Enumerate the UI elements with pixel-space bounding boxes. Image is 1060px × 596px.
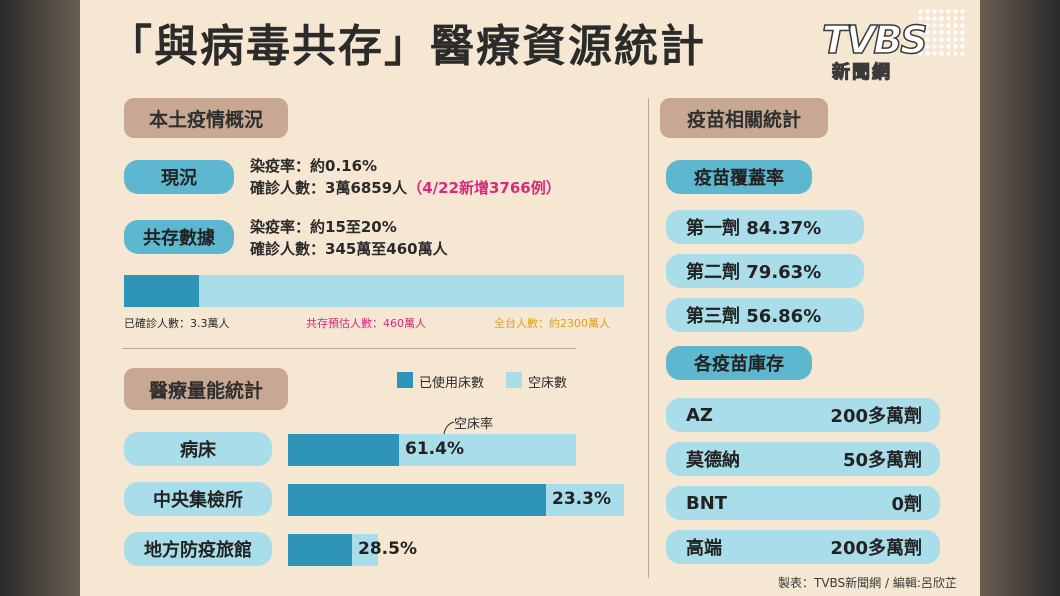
right-backdrop <box>980 0 1060 596</box>
legend-empty-swatch <box>506 372 522 388</box>
medical-row-label: 病床 <box>124 432 272 466</box>
stock-name: AZ <box>686 404 713 426</box>
medical-bar-value: 28.5% <box>358 539 417 559</box>
column-divider <box>648 98 649 578</box>
total-population-label: 全台人數：約2300萬人 <box>494 317 610 330</box>
medical-bar-value: 23.3% <box>552 489 611 509</box>
logo-sub-text: 新聞網 <box>832 62 892 84</box>
legend-used-label: 已使用床數 <box>419 376 485 391</box>
medical-row-label: 中央集檢所 <box>124 482 272 516</box>
coexist-rate: 染疫率：約15至20% <box>250 218 397 236</box>
stock-amount: 50多萬劑 <box>842 450 922 471</box>
coverage-item: 第二劑 79.63% <box>666 254 864 288</box>
stock-name: 高端 <box>686 538 722 559</box>
stock-name: 莫德納 <box>686 450 740 471</box>
medical-bar-empty <box>288 484 624 516</box>
medical-row-label: 地方防疫旅館 <box>124 532 272 566</box>
coverage-heading: 疫苗覆蓋率 <box>666 160 812 194</box>
local-heading: 本土疫情概況 <box>124 98 288 138</box>
vaccine-heading: 疫苗相關統計 <box>660 98 828 138</box>
stock-item: 高端 200多萬劑 <box>666 530 940 564</box>
medical-bar-used <box>288 484 546 516</box>
medical-bar-value: 61.4% <box>405 439 464 459</box>
logo-main-text: TVBS <box>821 17 928 63</box>
medical-bar-empty <box>288 434 576 466</box>
confirmed-count-label: 已確診人數：3.3萬人 <box>124 317 230 330</box>
medical-bar-used <box>288 434 400 466</box>
medical-bar-empty <box>288 534 378 566</box>
tvbs-logo: TVBS 新聞網 <box>821 8 972 84</box>
current-cases-line: 確診人數：3萬6859人（4/22新增3766例） <box>250 177 561 199</box>
current-new-cases: （4/22新增3766例） <box>407 179 561 197</box>
stock-name: BNT <box>686 492 728 514</box>
stock-amount: 200多萬劑 <box>830 406 922 427</box>
stock-amount: 200多萬劑 <box>830 538 922 559</box>
population-bar-confirmed <box>124 275 199 307</box>
empty-rate-annotation: 空床率 <box>454 417 494 432</box>
stock-heading: 各疫苗庫存 <box>666 346 812 380</box>
legend-empty-label: 空床數 <box>528 376 568 391</box>
coexist-label: 共存數據 <box>124 220 234 254</box>
medical-bar-used <box>288 534 353 566</box>
credit-line: 製表：TVBS新聞網 / 編輯:呂欣芷 <box>778 576 957 590</box>
current-label: 現況 <box>124 160 234 194</box>
population-bar-track <box>124 275 624 307</box>
current-rate: 染疫率：約0.16% <box>250 157 378 175</box>
stock-item: BNT 0劑 <box>666 486 940 520</box>
logo-dots-icon <box>917 8 965 56</box>
coexist-cases: 確診人數：345萬至460萬人 <box>250 240 448 258</box>
stock-item: AZ 200多萬劑 <box>666 398 940 432</box>
current-cases: 確診人數：3萬6859人 <box>250 179 408 197</box>
legend-used-swatch <box>397 372 413 388</box>
projected-count-label: 共存預估人數：460萬人 <box>306 317 426 330</box>
medical-heading: 醫療量能統計 <box>124 368 288 410</box>
page-title: 「與病毒共存」醫療資源統計 <box>108 21 706 72</box>
stock-amount: 0劑 <box>891 494 922 515</box>
coverage-item: 第一劑 84.37% <box>666 210 864 244</box>
section-divider <box>122 348 576 349</box>
annotation-pointer <box>443 421 455 435</box>
left-backdrop <box>0 0 80 596</box>
coverage-item: 第三劑 56.86% <box>666 298 864 332</box>
stock-item: 莫德納 50多萬劑 <box>666 442 940 476</box>
